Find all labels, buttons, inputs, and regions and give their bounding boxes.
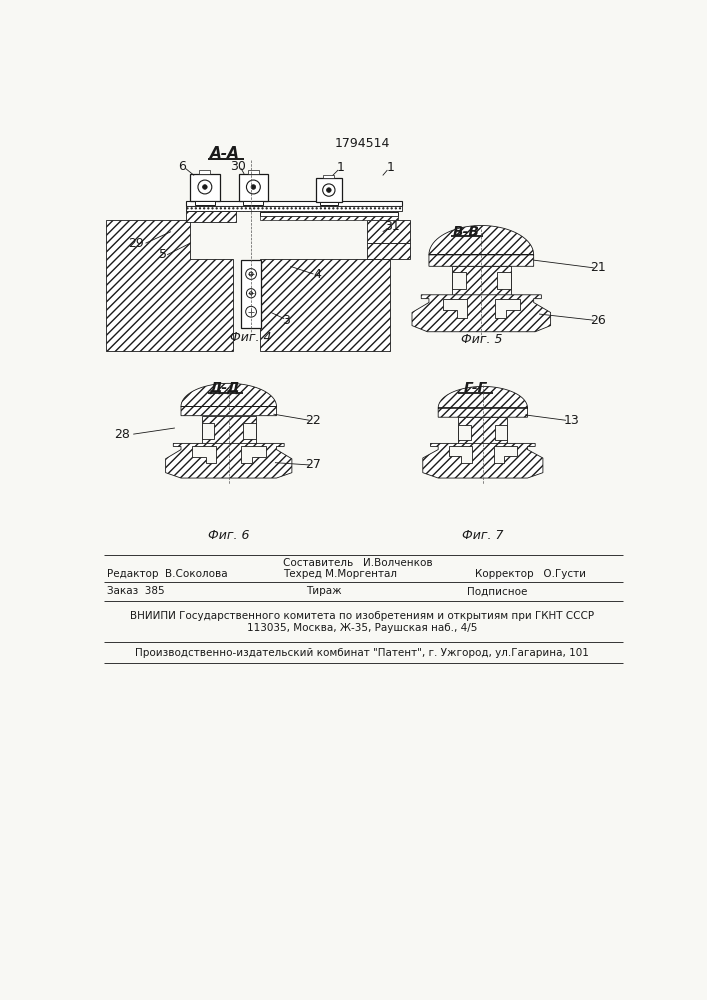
Text: 5: 5	[159, 248, 168, 261]
Polygon shape	[443, 299, 467, 318]
Text: Д-Д: Д-Д	[210, 381, 240, 395]
Text: 6: 6	[179, 160, 187, 173]
Polygon shape	[105, 220, 233, 351]
Polygon shape	[423, 443, 543, 478]
Text: Техред М.Моргентал: Техред М.Моргентал	[283, 569, 397, 579]
Circle shape	[250, 292, 252, 295]
Circle shape	[327, 188, 331, 192]
Polygon shape	[458, 425, 471, 440]
Circle shape	[247, 180, 260, 194]
Text: 3: 3	[283, 314, 291, 327]
Polygon shape	[181, 383, 276, 416]
Polygon shape	[239, 174, 268, 201]
Polygon shape	[187, 206, 236, 211]
Text: Фиг. 6: Фиг. 6	[208, 529, 250, 542]
Polygon shape	[199, 170, 210, 174]
Circle shape	[247, 289, 256, 298]
Polygon shape	[495, 299, 520, 318]
Text: Фиг. 7: Фиг. 7	[462, 529, 503, 542]
Polygon shape	[412, 295, 551, 332]
Circle shape	[249, 272, 253, 276]
Text: Фиг. 5: Фиг. 5	[460, 333, 502, 346]
Text: Корректор   О.Густи: Корректор О.Густи	[475, 569, 586, 579]
Polygon shape	[452, 272, 466, 289]
Polygon shape	[259, 216, 398, 220]
Circle shape	[203, 185, 207, 189]
Polygon shape	[495, 425, 508, 440]
Text: 27: 27	[305, 458, 322, 471]
Polygon shape	[187, 201, 402, 206]
Polygon shape	[241, 260, 261, 328]
Text: 21: 21	[590, 261, 606, 274]
Polygon shape	[248, 170, 259, 174]
Polygon shape	[324, 175, 334, 178]
Text: Подписное: Подписное	[467, 586, 528, 596]
Polygon shape	[368, 243, 409, 259]
Polygon shape	[458, 417, 508, 446]
Text: Фиг. 4: Фиг. 4	[230, 331, 271, 344]
Polygon shape	[429, 226, 534, 266]
Text: 28: 28	[115, 428, 130, 441]
Polygon shape	[195, 201, 215, 205]
Text: Г-Г: Г-Г	[463, 381, 487, 395]
Polygon shape	[259, 212, 398, 216]
Text: 113035, Москва, Ж-35, Раушская наб., 4/5: 113035, Москва, Ж-35, Раушская наб., 4/5	[247, 623, 477, 633]
Text: 31: 31	[384, 220, 400, 233]
Text: 1: 1	[337, 161, 344, 174]
Polygon shape	[368, 220, 409, 243]
Text: 1: 1	[387, 161, 395, 174]
Text: 22: 22	[305, 414, 321, 427]
Polygon shape	[449, 446, 472, 463]
Text: А-А: А-А	[210, 146, 240, 161]
Text: Редактор  В.Соколова: Редактор В.Соколова	[107, 569, 228, 579]
Text: 26: 26	[590, 314, 606, 327]
Text: 29: 29	[129, 237, 144, 250]
Polygon shape	[243, 423, 256, 439]
Polygon shape	[241, 446, 266, 463]
Polygon shape	[259, 259, 390, 351]
Text: Заказ  385: Заказ 385	[107, 586, 165, 596]
Circle shape	[246, 306, 257, 317]
Polygon shape	[243, 201, 264, 205]
Polygon shape	[497, 272, 510, 289]
Polygon shape	[438, 386, 527, 417]
Text: Составитель   И.Волченков: Составитель И.Волченков	[283, 558, 432, 568]
Text: ВНИИПИ Государственного комитета по изобретениям и открытиям при ГКНТ СССР: ВНИИПИ Государственного комитета по изоб…	[130, 611, 594, 621]
Polygon shape	[493, 446, 517, 463]
Text: 4: 4	[313, 267, 321, 280]
Polygon shape	[201, 423, 214, 439]
Polygon shape	[190, 174, 219, 201]
Polygon shape	[201, 416, 256, 446]
Polygon shape	[320, 202, 338, 205]
Text: В-В: В-В	[452, 225, 479, 239]
Polygon shape	[316, 178, 342, 202]
Circle shape	[246, 269, 257, 279]
Polygon shape	[187, 211, 236, 222]
Text: 13: 13	[563, 414, 579, 427]
Text: 1794514: 1794514	[334, 137, 390, 150]
Circle shape	[198, 180, 212, 194]
Polygon shape	[165, 443, 292, 478]
Polygon shape	[452, 266, 510, 299]
Text: Производственно-издательский комбинат "Патент", г. Ужгород, ул.Гагарина, 101: Производственно-издательский комбинат "П…	[135, 648, 589, 658]
Circle shape	[322, 184, 335, 196]
Circle shape	[251, 185, 256, 189]
Text: Тираж: Тираж	[305, 586, 341, 596]
Polygon shape	[187, 206, 402, 211]
Polygon shape	[192, 446, 216, 463]
Text: 30: 30	[230, 160, 246, 173]
